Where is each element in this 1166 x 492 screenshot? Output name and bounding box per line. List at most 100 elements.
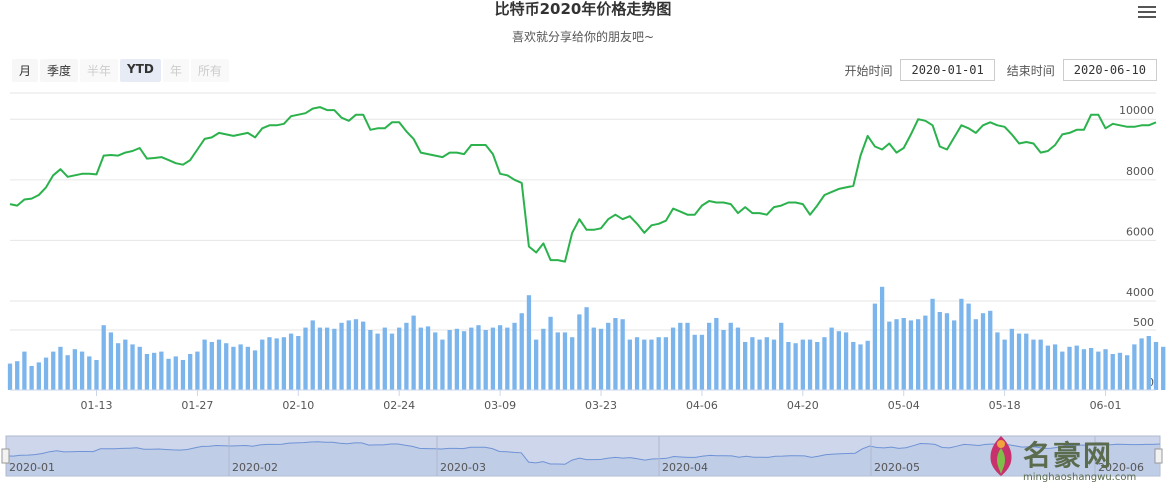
volume-bar xyxy=(937,312,942,390)
volume-bar xyxy=(663,337,669,390)
volume-bar xyxy=(505,327,510,390)
navigator-label: 2020-01 xyxy=(9,461,55,474)
volume-bar xyxy=(1009,328,1014,390)
price-y-tick-label: 8000 xyxy=(1126,165,1154,178)
volume-bar xyxy=(959,298,964,390)
navigator-right-handle[interactable] xyxy=(1154,448,1163,464)
volume-bar xyxy=(353,319,359,390)
volume-bar xyxy=(411,315,416,390)
volume-bar xyxy=(166,358,171,390)
end-date-input[interactable]: 2020-06-10 xyxy=(1062,59,1157,81)
volume-bar xyxy=(274,338,279,390)
volume-bar xyxy=(1024,333,1029,390)
volume-bar xyxy=(988,310,993,390)
volume-bar xyxy=(627,339,632,390)
volume-bar xyxy=(224,343,229,390)
navigator-label: 2020-04 xyxy=(662,461,708,474)
volume-bar xyxy=(706,322,712,390)
volume-bar xyxy=(469,327,474,390)
volume-bar xyxy=(397,327,402,390)
x-tick-label: 05-18 xyxy=(989,399,1021,412)
volume-bar xyxy=(288,333,294,390)
volume-bar xyxy=(87,356,92,390)
volume-bar xyxy=(497,325,503,390)
volume-bar xyxy=(865,340,870,390)
volume-bar xyxy=(58,346,63,390)
volume-bar xyxy=(1110,354,1115,390)
hamburger-menu-icon[interactable] xyxy=(1138,6,1156,20)
volume-bar xyxy=(209,342,214,390)
volume-bar xyxy=(642,339,647,390)
volume-bar xyxy=(418,327,423,390)
volume-bar xyxy=(490,327,496,390)
navigator-label: 2020-02 xyxy=(232,461,278,474)
volume-bar xyxy=(296,336,301,390)
volume-bar xyxy=(764,337,769,390)
volume-bar xyxy=(361,321,366,390)
volume-bar xyxy=(317,327,323,390)
volume-bar xyxy=(944,313,950,390)
volume-bar xyxy=(872,303,878,390)
volume-bar xyxy=(699,334,705,390)
volume-bar xyxy=(577,314,582,390)
volume-bar xyxy=(433,332,438,390)
volume-bar xyxy=(1067,346,1072,390)
volume-bar xyxy=(1132,344,1137,390)
volume-bar xyxy=(368,330,373,390)
volume-bar xyxy=(1060,351,1065,390)
volume-bar xyxy=(72,349,78,390)
volume-bar xyxy=(620,319,625,390)
volume-bar xyxy=(591,327,596,390)
volume-bar xyxy=(231,346,236,390)
volume-bar xyxy=(692,334,697,390)
volume-bar xyxy=(252,350,258,390)
volume-bar xyxy=(721,330,726,390)
volume-bar xyxy=(332,328,337,390)
price-y-tick-label: 10000 xyxy=(1119,104,1154,117)
volume-bar xyxy=(130,344,135,390)
volume-bar xyxy=(829,327,834,390)
volume-bar xyxy=(966,303,971,390)
volume-bar xyxy=(260,339,265,390)
volume-bar xyxy=(836,331,842,390)
volume-bar xyxy=(634,337,640,390)
range-button-half-year[interactable]: 半年 xyxy=(80,59,119,82)
volume-bar xyxy=(303,327,308,390)
range-button-month[interactable]: 月 xyxy=(12,59,39,82)
volume-bar xyxy=(404,322,409,390)
x-tick-label: 06-01 xyxy=(1090,399,1122,412)
volume-bar xyxy=(584,307,589,390)
volume-y-tick-label: 500 xyxy=(1133,316,1154,329)
x-tick-label: 03-23 xyxy=(585,399,617,412)
volume-bar xyxy=(310,320,315,390)
volume-bar xyxy=(339,322,344,390)
range-button-quarter[interactable]: 季度 xyxy=(40,59,79,82)
watermark-url: minghaoshangwu.com xyxy=(1023,472,1137,483)
range-button-all[interactable]: 所有 xyxy=(190,59,229,82)
volume-bar xyxy=(79,351,85,390)
volume-bar xyxy=(728,322,733,390)
volume-bar xyxy=(1045,345,1051,390)
watermark-logo-icon xyxy=(990,436,1012,476)
volume-bar xyxy=(94,360,99,390)
volume-bar xyxy=(714,318,719,390)
range-button-year[interactable]: 年 xyxy=(162,59,189,82)
start-date-input[interactable]: 2020-01-01 xyxy=(900,59,995,81)
volume-bar xyxy=(822,337,827,390)
range-button-ytd[interactable]: YTD xyxy=(120,59,161,82)
volume-bar xyxy=(555,332,560,390)
volume-bar xyxy=(1153,342,1159,390)
volume-bar xyxy=(670,327,676,390)
volume-bar xyxy=(267,337,272,390)
volume-bar xyxy=(389,333,395,390)
volume-bar xyxy=(1161,346,1166,390)
volume-bar xyxy=(995,332,1000,390)
volume-bar xyxy=(159,351,164,390)
watermark-text: 名豪网 xyxy=(1023,439,1114,472)
navigator-left-handle[interactable] xyxy=(1,448,10,464)
start-date-label: 开始时间 xyxy=(844,63,893,78)
volume-bar xyxy=(843,332,849,390)
volume-bar xyxy=(65,355,70,390)
volume-bar xyxy=(1052,344,1058,390)
